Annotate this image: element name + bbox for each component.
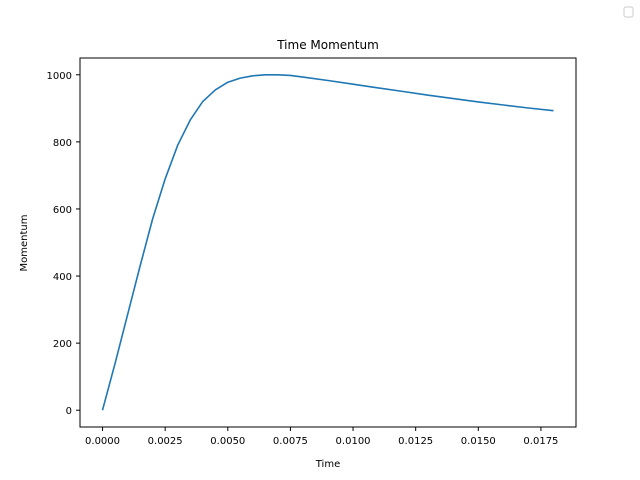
x-tick-label: 0.0050 (210, 436, 245, 447)
y-tick-label: 600 (53, 205, 72, 216)
x-tick-label: 0.0150 (461, 436, 496, 447)
y-tick-label: 400 (53, 272, 72, 283)
x-axis-label: Time (315, 459, 340, 470)
y-tick-label: 1000 (47, 71, 72, 82)
x-tick-label: 0.0125 (398, 436, 433, 447)
y-tick-label: 200 (53, 339, 72, 350)
x-axis: 0.0000 0.0025 0.0050 0.0075 0.0100 0.0125 0.01… (85, 427, 558, 447)
x-tick-label: 0.0175 (523, 436, 558, 447)
y-tick-label: 800 (53, 138, 72, 149)
x-tick-label: 0.0025 (148, 436, 183, 447)
series-line (101, 74, 554, 411)
x-tick-label: 0.0100 (336, 436, 371, 447)
y-axis-label: Momentum (19, 215, 30, 272)
y-axis: 0 200 400 600 800 1000 (47, 71, 80, 417)
legend-box (623, 6, 634, 18)
y-tick-label: 0 (66, 406, 72, 417)
chart-title: Time Momentum (276, 38, 379, 52)
x-tick-label: 0.0075 (273, 436, 308, 447)
x-tick-label: 0.0000 (85, 436, 120, 447)
plot-frame (79, 57, 577, 428)
